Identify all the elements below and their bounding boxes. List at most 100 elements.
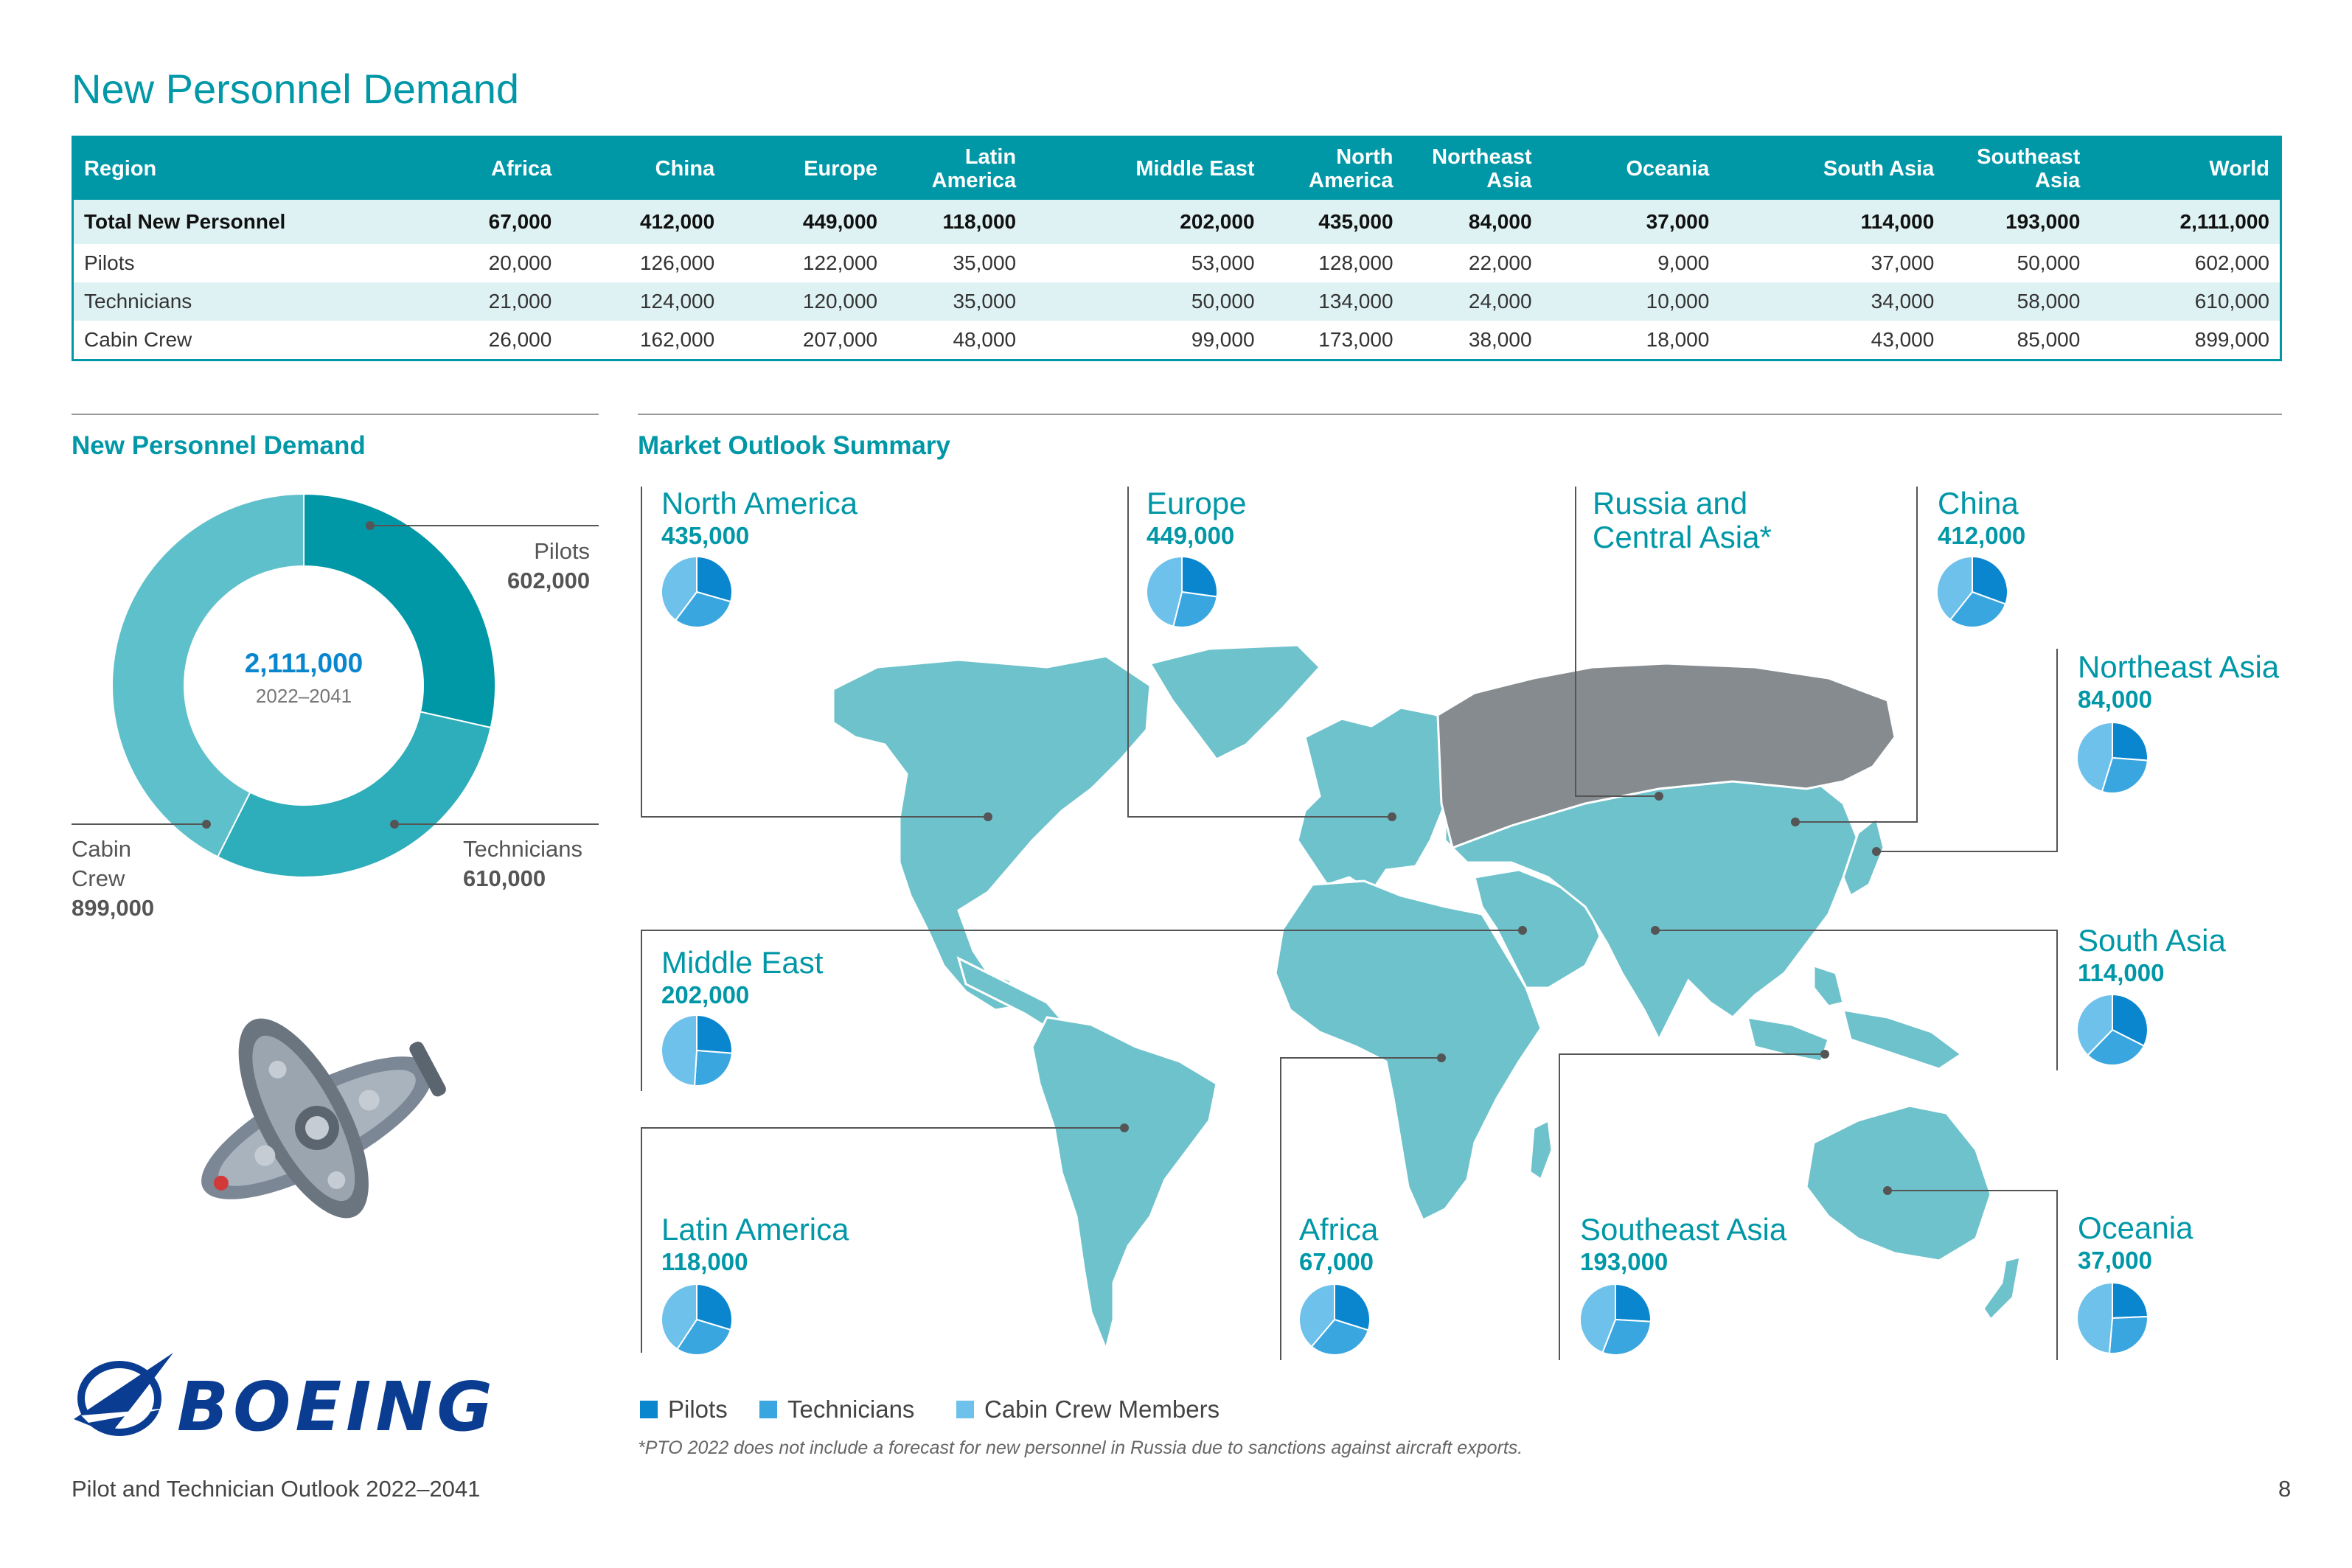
pie-slice-europe-1	[1172, 590, 1218, 628]
table-header: China	[562, 136, 726, 200]
russia-central-asia-region	[1436, 662, 1896, 849]
table-cell: 37,000	[1542, 200, 1720, 244]
pie-slice-africa-1	[1310, 1318, 1370, 1356]
pie-slice-oceania-2	[2076, 1281, 2113, 1354]
table-cell: 134,000	[1264, 282, 1404, 321]
table-cell: 84,000	[1403, 200, 1542, 244]
table-row: Pilots 20,000 126,000 122,000 35,000 53,000 12…	[73, 244, 2281, 282]
pie-slice-china-0	[1972, 555, 2008, 605]
pie-slice-china-1	[1949, 590, 2007, 628]
table-cell: 22,000	[1468, 251, 1532, 274]
table-header: North America	[1264, 136, 1404, 200]
table-cell: 85,000	[2017, 328, 2081, 351]
table-cell: 38,000	[1468, 328, 1532, 351]
pie-slice-south-asia-1	[2087, 1028, 2146, 1066]
table-row: Cabin Crew 26,000 162,000 207,000 48,000 99,0…	[73, 321, 2281, 360]
table-cell: 20,000	[488, 251, 552, 274]
legend-item-cabin-crew: Cabin Crew Members	[956, 1395, 1220, 1424]
pie-slice-middle-east-0	[696, 1014, 733, 1054]
table-cell: 122,000	[802, 251, 878, 274]
donut-segment-cabin-crew	[111, 492, 305, 858]
table-row-label: Cabin Crew	[84, 328, 192, 351]
region-value-southeast-asia: 193,000	[1580, 1248, 1669, 1275]
region-label-africa: Africa	[1299, 1212, 1379, 1247]
region-value-europe: 449,000	[1147, 522, 1235, 549]
pie-slice-latin-america-0	[696, 1283, 733, 1331]
table-cell: 21,000	[419, 282, 563, 321]
table-cell: 120,000	[725, 282, 888, 321]
region-value-south-asia: 114,000	[2078, 959, 2165, 986]
table-cell: 50,000	[1026, 282, 1265, 321]
table-cell: 26,000	[488, 328, 552, 351]
table-cell: 67,000	[419, 200, 563, 244]
table-header-row: Region Africa China Europe Latin America …	[72, 136, 2281, 200]
region-label-oceania: Oceania	[2078, 1210, 2193, 1245]
region-label-southeast-asia: Southeast Asia	[1580, 1212, 1787, 1247]
table-row: Technicians 21,000 124,000 120,000 35,000 50,…	[72, 282, 2281, 321]
donut-total: 2,111,000	[245, 648, 363, 678]
table-cell: 118,000	[888, 200, 1027, 244]
donut-label-technicians: Technicians 610,000	[463, 836, 582, 891]
pie-slice-europe-2	[1146, 555, 1183, 627]
table-cell: 43,000	[1871, 328, 1935, 351]
region-label-south-asia: South Asia	[2078, 923, 2226, 958]
table-cell: 2,111,000	[2090, 200, 2281, 244]
pie-slice-north-america-2	[661, 555, 697, 621]
table-header: Southeast Asia	[1944, 136, 2091, 200]
table-cell: 610,000	[2090, 282, 2281, 321]
table-header: Region	[72, 136, 419, 200]
table-header: Africa	[419, 136, 563, 200]
table-cell: 18,000	[1646, 328, 1710, 351]
table-row-label: Pilots	[84, 251, 135, 274]
table-cell: 124,000	[562, 282, 726, 321]
region-value-latin-america: 118,000	[661, 1248, 748, 1275]
table-cell: 35,000	[888, 282, 1027, 321]
section-divider	[638, 414, 2282, 415]
table-header: Oceania	[1542, 136, 1720, 200]
table-header: Latin America	[888, 136, 1027, 200]
pie-slice-middle-east-1	[693, 1049, 733, 1087]
legend-item-pilots: Pilots	[640, 1395, 728, 1424]
table-cell: 53,000	[1191, 251, 1255, 274]
region-label-north-america: North America	[661, 486, 858, 520]
table-cell: 34,000	[1719, 282, 1945, 321]
table-cell: 412,000	[562, 200, 726, 244]
pie-slice-middle-east-2	[660, 1014, 697, 1087]
table-header: World	[2090, 136, 2281, 200]
table-cell: 435,000	[1264, 200, 1404, 244]
legend-swatch	[956, 1401, 974, 1418]
pie-slice-europe-0	[1181, 555, 1218, 598]
donut-segment-pilots	[303, 492, 496, 729]
table-cell: 114,000	[1719, 200, 1945, 244]
table-cell: 9,000	[1657, 251, 1710, 274]
table-cell: 99,000	[1191, 328, 1255, 351]
region-value-north-america: 435,000	[661, 522, 750, 549]
table-cell: 173,000	[1318, 328, 1394, 351]
pie-slice-southeast-asia-1	[1601, 1318, 1652, 1356]
table-row-total: Total New Personnel 67,000 412,000 449,000 1…	[72, 200, 2281, 244]
table-cell: 37,000	[1871, 251, 1935, 274]
region-value-middle-east: 202,000	[661, 981, 750, 1008]
world-map	[832, 644, 2022, 1353]
table-header: Middle East	[1026, 136, 1265, 200]
pie-slice-southeast-asia-2	[1579, 1283, 1616, 1353]
table-cell: 24,000	[1403, 282, 1542, 321]
donut-period: 2022–2041	[256, 685, 352, 707]
legend-swatch	[759, 1401, 777, 1418]
table-header: South Asia	[1719, 136, 1945, 200]
region-value-northeast-asia: 84,000	[2078, 686, 2152, 713]
table-header: Europe	[725, 136, 888, 200]
boeing-wordmark: BOEING	[177, 1367, 497, 1446]
table-cell: 58,000	[1944, 282, 2091, 321]
table-cell: 10,000	[1542, 282, 1720, 321]
pie-slice-china-2	[1936, 555, 1973, 621]
pie-slice-northeast-asia-2	[2076, 721, 2113, 793]
pie-slice-northeast-asia-0	[2112, 721, 2149, 762]
donut-segment-technicians	[216, 711, 492, 878]
donut-label-cabin-crew: Cabin Crew 899,000	[72, 836, 155, 921]
demand-table: Region Africa China Europe Latin America …	[72, 136, 2282, 361]
table-cell: 602,000	[2194, 251, 2269, 274]
donut-label-pilots: Pilots 602,000	[507, 538, 591, 593]
market-heading: Market Outlook Summary	[638, 431, 950, 460]
